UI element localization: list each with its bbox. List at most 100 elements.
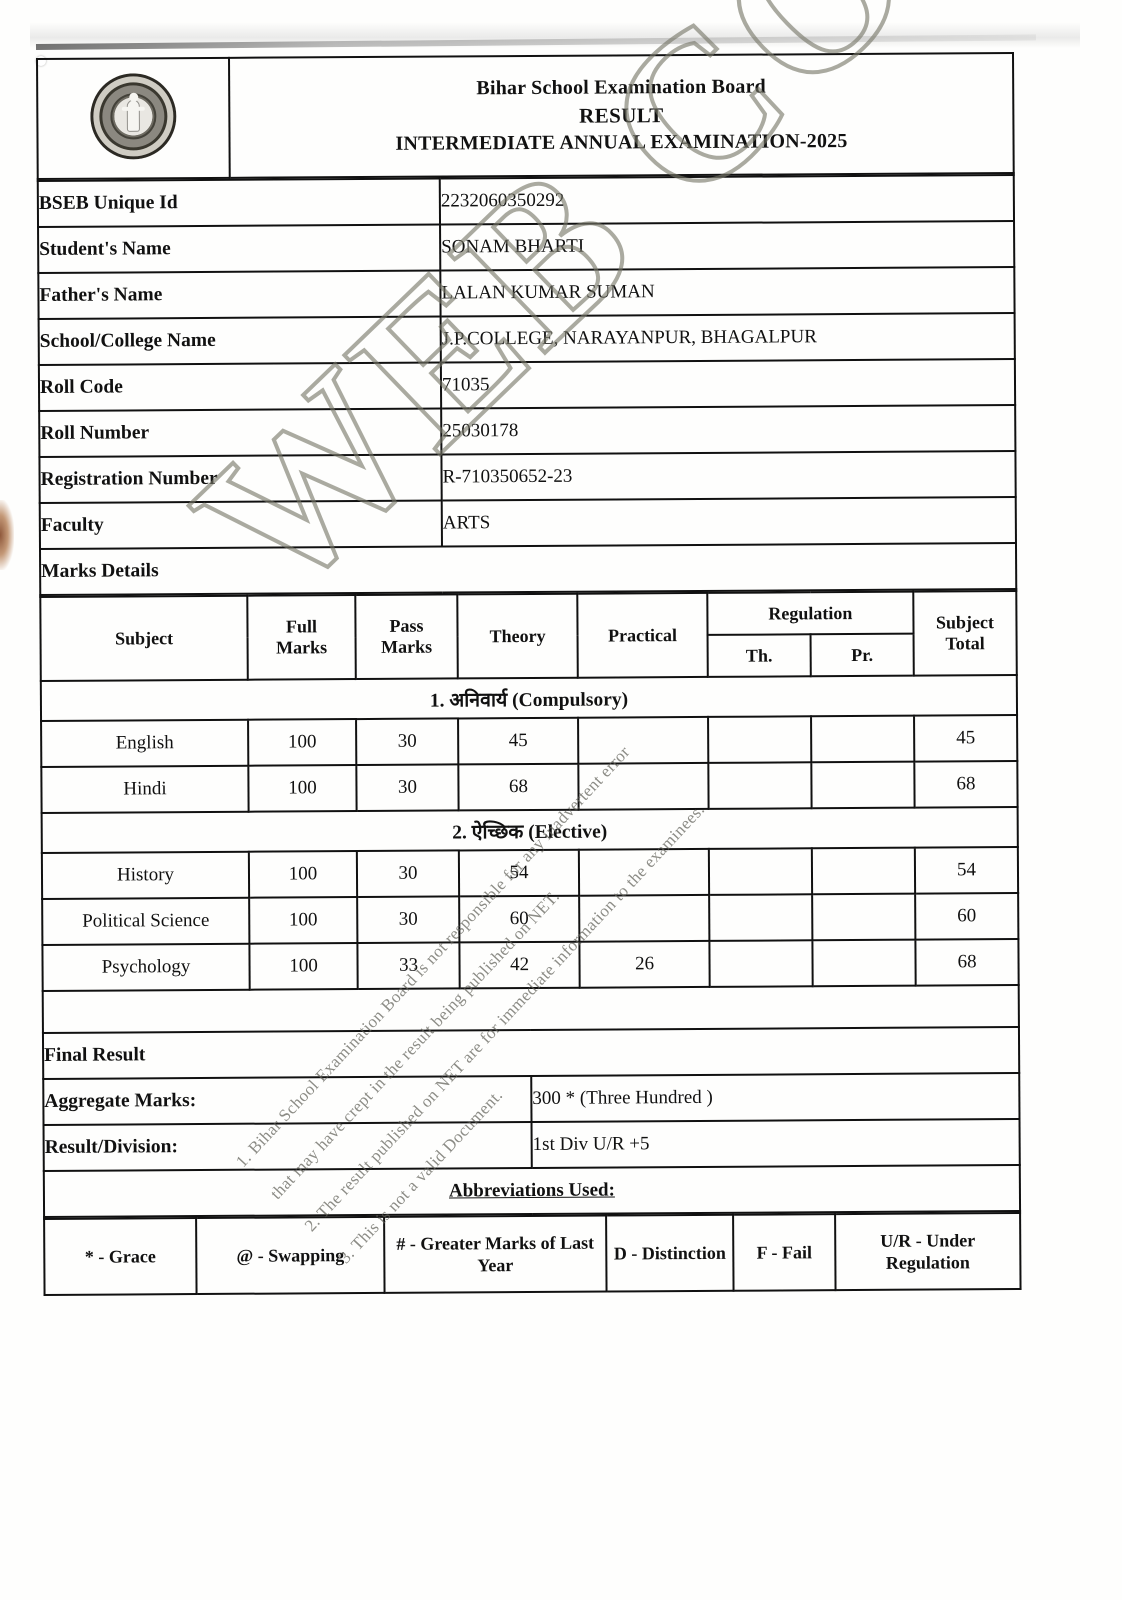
- psychology-reg-pr: [812, 939, 916, 987]
- subject-political-science: Political Science: [42, 897, 250, 945]
- spacer-row: [42, 986, 1019, 1033]
- label-faculty: Faculty: [39, 500, 442, 549]
- history-reg-pr: [811, 847, 916, 895]
- info-row-registration-number: Registration Number R-710350652-23: [39, 451, 1016, 503]
- psychology-subject-total: 68: [915, 939, 1019, 986]
- bseb-seal-icon: [90, 72, 177, 160]
- label-registration-number: Registration Number: [39, 454, 442, 503]
- abbreviations-title: Abbreviations Used:: [43, 1165, 1021, 1217]
- header-row: Bihar School Examination Board RESULT IN…: [37, 53, 1014, 179]
- aggregate-marks-value: 300 * (Three Hundred ): [531, 1073, 1020, 1122]
- history-reg-th: [708, 848, 813, 895]
- info-row-father-name: Father's Name LALAN KUMAR SUMAN: [38, 267, 1015, 319]
- info-row-student-name: Student's Name SONAM BHARTI: [38, 221, 1015, 273]
- value-registration-number: R-710350652-23: [441, 451, 1016, 501]
- history-subject-total: 54: [914, 847, 1019, 894]
- polsci-reg-pr: [812, 893, 916, 941]
- english-reg-th: [708, 716, 812, 763]
- table-row: English 100 30 45 45: [41, 715, 1018, 767]
- abbr-under-regulation: U/R - Under Regulation: [835, 1213, 1021, 1291]
- marks-table: Subject Full Marks Pass Marks Theory Pra…: [39, 590, 1019, 992]
- psychology-pass-marks: 33: [357, 942, 460, 990]
- value-bseb-unique-id: 2232060350292: [439, 175, 1015, 225]
- value-school-name: J.P.COLLEGE, NARAYANPUR, BHAGALPUR: [440, 313, 1015, 363]
- value-roll-code: 71035: [440, 359, 1016, 409]
- label-father-name: Father's Name: [38, 270, 441, 319]
- english-subject-total: 45: [914, 715, 1018, 762]
- psychology-reg-th: [709, 940, 813, 987]
- abbr-fail: F - Fail: [733, 1214, 836, 1291]
- th-regulation-th: Th.: [707, 634, 811, 677]
- label-bseb-unique-id: BSEB Unique Id: [37, 178, 441, 227]
- hindi-practical: [578, 762, 709, 810]
- aggregate-marks-label: Aggregate Marks:: [43, 1075, 532, 1125]
- th-pass-marks: Pass Marks: [355, 594, 458, 680]
- group-title-elective: 2. ऐच्छिक (Elective): [41, 807, 1018, 853]
- table-row: History 100 30 54 54: [41, 847, 1019, 899]
- th-regulation-pr: Pr.: [810, 633, 914, 677]
- th-full-marks: Full Marks: [247, 595, 356, 680]
- exam-name: INTERMEDIATE ANNUAL EXAMINATION-2025: [395, 130, 848, 155]
- division-value: 1st Div U/R +5: [531, 1119, 1020, 1168]
- abbr-greater-marks: # - Greater Marks of Last Year: [384, 1215, 607, 1293]
- value-student-name: SONAM BHARTI: [440, 221, 1015, 271]
- polsci-subject-total: 60: [915, 893, 1019, 940]
- division-row: Result/Division: 1st Div U/R +5: [43, 1119, 1020, 1171]
- group-title-compulsory: 1. अनिवार्य (Compulsory): [40, 675, 1018, 721]
- history-pass-marks: 30: [356, 850, 460, 898]
- value-roll-number: 25030178: [441, 405, 1016, 455]
- psychology-full-marks: 100: [249, 943, 358, 990]
- marks-details-heading: Marks Details: [39, 543, 1017, 595]
- label-roll-code: Roll Code: [38, 362, 442, 411]
- hindi-reg-pr: [811, 761, 915, 809]
- value-father-name: LALAN KUMAR SUMAN: [440, 267, 1015, 317]
- division-label: Result/Division:: [43, 1121, 532, 1171]
- polsci-reg-th: [709, 894, 813, 941]
- title-cell: Bihar School Examination Board RESULT IN…: [229, 53, 1014, 178]
- th-full-marks-l2: Marks: [276, 637, 328, 658]
- history-practical: [578, 848, 710, 896]
- table-row: Hindi 100 30 68 68: [41, 761, 1018, 813]
- polsci-full-marks: 100: [249, 897, 358, 944]
- history-full-marks: 100: [248, 851, 358, 898]
- th-practical: Practical: [577, 592, 708, 678]
- subject-hindi: Hindi: [41, 765, 249, 813]
- group-row-compulsory: 1. अनिवार्य (Compulsory): [40, 675, 1018, 721]
- th-regulation: Regulation: [707, 591, 914, 635]
- final-result-title: Final Result: [42, 1027, 1020, 1079]
- english-practical: [578, 716, 709, 764]
- emblem-cell: [37, 57, 230, 179]
- th-pass-marks-l2: Marks: [381, 636, 433, 657]
- abbreviations-table: * - Grace @ - Swapping # - Greater Marks…: [43, 1212, 1021, 1296]
- hindi-reg-th: [708, 762, 812, 809]
- label-roll-number: Roll Number: [39, 408, 442, 457]
- info-row-faculty: Faculty ARTS: [39, 497, 1016, 549]
- psychology-theory: 42: [459, 941, 580, 989]
- hindi-full-marks: 100: [248, 765, 357, 812]
- hindi-subject-total: 68: [914, 761, 1018, 808]
- history-theory: 54: [458, 849, 580, 897]
- document-header-table: Bihar School Examination Board RESULT IN…: [36, 52, 1015, 180]
- subject-english: English: [41, 719, 249, 767]
- abbr-distinction: D - Distinction: [606, 1214, 734, 1292]
- english-reg-pr: [811, 715, 915, 763]
- th-subject: Subject: [40, 595, 248, 681]
- final-result-title-row: Final Result: [42, 1027, 1020, 1079]
- abbr-grace: * - Grace: [44, 1218, 197, 1295]
- result-document: Bihar School Examination Board RESULT IN…: [36, 52, 1022, 1296]
- psychology-practical: 26: [579, 940, 710, 988]
- info-row-unique-id: BSEB Unique Id 2232060350292: [37, 175, 1015, 227]
- student-info-table: BSEB Unique Id 2232060350292 Student's N…: [37, 174, 1018, 596]
- abbr-swapping: @ - Swapping: [196, 1216, 385, 1295]
- hindi-theory: 68: [458, 763, 579, 811]
- info-row-roll-number: Roll Number 25030178: [39, 405, 1016, 457]
- polsci-practical: [579, 894, 710, 942]
- abbreviations-row: * - Grace @ - Swapping # - Greater Marks…: [44, 1213, 1021, 1295]
- th-pass-marks-l1: Pass: [389, 615, 424, 636]
- table-row: Psychology 100 33 42 26 68: [42, 939, 1019, 991]
- polsci-pass-marks: 30: [357, 896, 460, 944]
- marks-details-heading-row: Marks Details: [39, 543, 1017, 595]
- english-full-marks: 100: [248, 719, 357, 766]
- abbreviations-title-row: Abbreviations Used:: [43, 1165, 1021, 1217]
